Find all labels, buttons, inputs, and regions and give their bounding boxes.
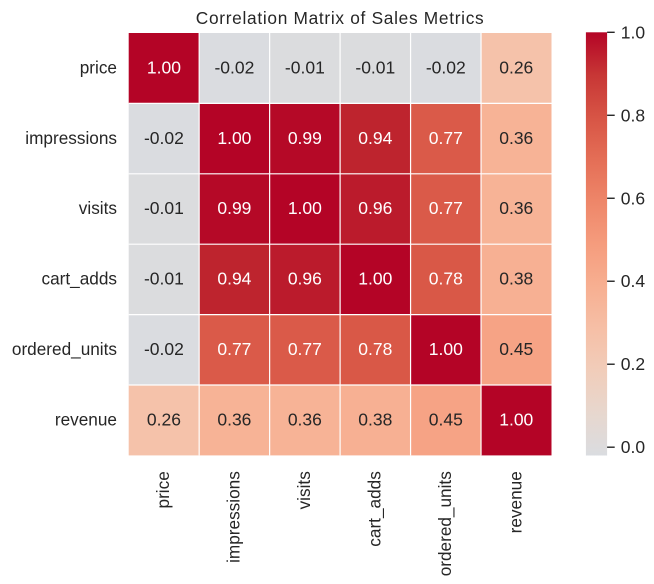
- svg-text:0.96: 0.96: [288, 269, 322, 289]
- svg-text:1.00: 1.00: [358, 269, 392, 289]
- svg-text:-0.01: -0.01: [355, 57, 395, 77]
- svg-text:1.00: 1.00: [147, 57, 181, 77]
- svg-text:-0.01: -0.01: [144, 198, 184, 218]
- svg-text:0.99: 0.99: [217, 198, 251, 218]
- svg-text:0.36: 0.36: [499, 128, 533, 148]
- svg-text:-0.02: -0.02: [144, 128, 184, 148]
- svg-text:0.99: 0.99: [288, 128, 322, 148]
- svg-text:impressions: impressions: [224, 471, 244, 563]
- svg-text:Correlation Matrix of Sales Me: Correlation Matrix of Sales Metrics: [196, 8, 485, 28]
- svg-text:revenue: revenue: [505, 471, 525, 533]
- svg-text:0.0: 0.0: [621, 437, 646, 457]
- svg-text:0.26: 0.26: [147, 409, 181, 429]
- svg-text:0.77: 0.77: [429, 128, 463, 148]
- svg-text:1.00: 1.00: [429, 339, 463, 359]
- svg-text:price: price: [80, 57, 117, 77]
- svg-text:-0.02: -0.02: [426, 57, 466, 77]
- svg-text:ordered_units: ordered_units: [12, 339, 117, 359]
- svg-text:1.0: 1.0: [621, 22, 646, 42]
- svg-text:0.77: 0.77: [217, 339, 251, 359]
- svg-text:visits: visits: [294, 471, 314, 509]
- svg-text:0.36: 0.36: [499, 198, 533, 218]
- svg-text:0.2: 0.2: [621, 354, 645, 374]
- svg-text:-0.02: -0.02: [214, 57, 254, 77]
- svg-text:impressions: impressions: [25, 128, 117, 148]
- svg-text:0.78: 0.78: [429, 269, 463, 289]
- svg-text:0.8: 0.8: [621, 105, 645, 125]
- svg-text:price: price: [153, 471, 173, 508]
- svg-text:1.00: 1.00: [499, 409, 533, 429]
- svg-text:visits: visits: [79, 198, 117, 218]
- svg-text:-0.02: -0.02: [144, 339, 184, 359]
- svg-text:0.26: 0.26: [499, 57, 533, 77]
- svg-text:0.38: 0.38: [358, 409, 392, 429]
- svg-text:0.94: 0.94: [217, 269, 251, 289]
- svg-text:-0.01: -0.01: [144, 269, 184, 289]
- svg-text:0.6: 0.6: [621, 188, 645, 208]
- svg-text:1.00: 1.00: [288, 198, 322, 218]
- svg-text:0.36: 0.36: [288, 409, 322, 429]
- svg-text:0.77: 0.77: [429, 198, 463, 218]
- svg-text:0.78: 0.78: [358, 339, 392, 359]
- svg-text:revenue: revenue: [55, 409, 117, 429]
- svg-text:cart_adds: cart_adds: [365, 471, 385, 546]
- svg-text:cart_adds: cart_adds: [42, 269, 117, 289]
- svg-text:0.45: 0.45: [429, 409, 463, 429]
- svg-text:0.77: 0.77: [288, 339, 322, 359]
- svg-text:ordered_units: ordered_units: [435, 471, 455, 576]
- svg-text:0.4: 0.4: [621, 271, 646, 291]
- svg-text:-0.01: -0.01: [285, 57, 325, 77]
- svg-text:0.96: 0.96: [358, 198, 392, 218]
- svg-text:0.38: 0.38: [499, 269, 533, 289]
- svg-text:0.45: 0.45: [499, 339, 533, 359]
- svg-text:0.36: 0.36: [217, 409, 251, 429]
- svg-text:0.94: 0.94: [358, 128, 392, 148]
- svg-text:1.00: 1.00: [217, 128, 251, 148]
